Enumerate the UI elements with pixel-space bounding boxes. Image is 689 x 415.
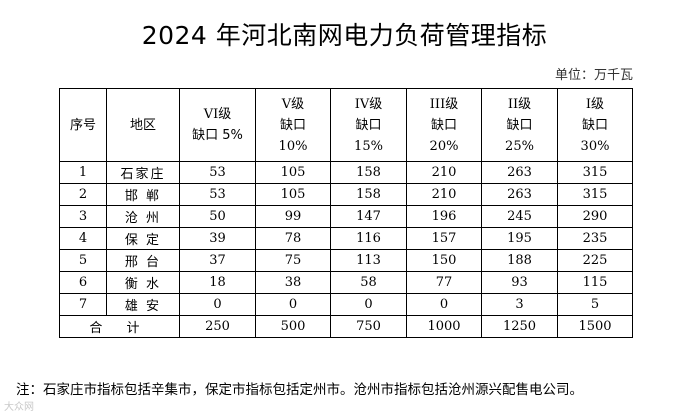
footnote: 注：石家庄市指标包括辛集市，保定市指标包括定州市。沧州市指标包括沧州源兴配售电公… [16,382,583,398]
row-region: 沧 州 [106,205,180,228]
table-row: 2 邯 郸 53 105 158 210 263 315 [59,183,633,206]
total-value: 1000 [406,315,482,338]
cell-value: 39 [179,227,256,250]
page-title: 2024 年河北南网电力负荷管理指标 [141,21,548,50]
unit-label: 单位：万千瓦 [554,68,633,83]
header-seq: 序号 [59,88,107,162]
cell-value: 158 [330,183,407,206]
total-value: 1500 [557,315,633,338]
header-level-iii: III级 缺口 20% [406,88,482,162]
cell-value: 210 [406,183,482,206]
row-region: 邯 郸 [106,183,180,206]
total-value: 750 [330,315,407,338]
cell-value: 105 [255,183,331,206]
table-row: 3 沧 州 50 99 147 196 245 290 [59,205,633,228]
cell-value: 147 [330,205,407,228]
row-region: 保 定 [106,227,180,250]
cell-value: 99 [255,205,331,228]
total-value: 1250 [481,315,558,338]
cell-value: 0 [255,293,331,316]
table-row: 5 邢 台 37 75 113 150 188 225 [59,249,633,272]
cell-value: 93 [481,271,558,294]
cell-value: 263 [481,183,558,206]
cell-value: 77 [406,271,482,294]
row-region: 邢 台 [106,249,180,272]
cell-value: 50 [179,205,256,228]
header-region: 地区 [106,88,180,162]
cell-value: 157 [406,227,482,250]
header-level-i: I级 缺口 30% [557,88,633,162]
table-total-row: 合 计 250 500 750 1000 1250 1500 [59,315,633,338]
cell-value: 116 [330,227,407,250]
cell-value: 263 [481,161,558,184]
row-seq: 6 [59,271,107,294]
cell-value: 235 [557,227,633,250]
table-row: 7 雄 安 0 0 0 0 3 5 [59,293,633,316]
table-row: 1 石家庄 53 105 158 210 263 315 [59,161,633,184]
row-region: 雄 安 [106,293,180,316]
cell-value: 245 [481,205,558,228]
cell-value: 290 [557,205,633,228]
cell-value: 0 [179,293,256,316]
cell-value: 18 [179,271,256,294]
table-row: 6 衡 水 18 38 58 77 93 115 [59,271,633,294]
row-seq: 2 [59,183,107,206]
total-value: 500 [255,315,331,338]
cell-value: 5 [557,293,633,316]
total-label: 合 计 [59,315,180,338]
header-level-vi: VI级 缺口 5% [179,88,256,162]
cell-value: 188 [481,249,558,272]
load-index-table: 序号 地区 VI级 缺口 5% V级 缺口 10% IV级 缺口 15% III… [59,88,633,338]
table-row: 4 保 定 39 78 116 157 195 235 [59,227,633,250]
cell-value: 75 [255,249,331,272]
cell-value: 195 [481,227,558,250]
row-seq: 4 [59,227,107,250]
cell-value: 38 [255,271,331,294]
cell-value: 315 [557,183,633,206]
cell-value: 105 [255,161,331,184]
header-level-ii: II级 缺口 25% [481,88,558,162]
watermark: 大众网 [4,402,34,413]
cell-value: 196 [406,205,482,228]
cell-value: 115 [557,271,633,294]
row-region: 衡 水 [106,271,180,294]
row-seq: 1 [59,161,107,184]
cell-value: 210 [406,161,482,184]
cell-value: 78 [255,227,331,250]
cell-value: 225 [557,249,633,272]
cell-value: 3 [481,293,558,316]
header-level-v: V级 缺口 10% [255,88,331,162]
row-seq: 3 [59,205,107,228]
header-level-iv: IV级 缺口 15% [330,88,407,162]
cell-value: 315 [557,161,633,184]
cell-value: 113 [330,249,407,272]
table-header-row: 序号 地区 VI级 缺口 5% V级 缺口 10% IV级 缺口 15% III… [59,88,633,162]
row-seq: 5 [59,249,107,272]
cell-value: 53 [179,183,256,206]
cell-value: 37 [179,249,256,272]
cell-value: 158 [330,161,407,184]
cell-value: 58 [330,271,407,294]
row-region: 石家庄 [106,161,180,184]
cell-value: 0 [330,293,407,316]
cell-value: 53 [179,161,256,184]
row-seq: 7 [59,293,107,316]
total-value: 250 [179,315,256,338]
cell-value: 0 [406,293,482,316]
cell-value: 150 [406,249,482,272]
